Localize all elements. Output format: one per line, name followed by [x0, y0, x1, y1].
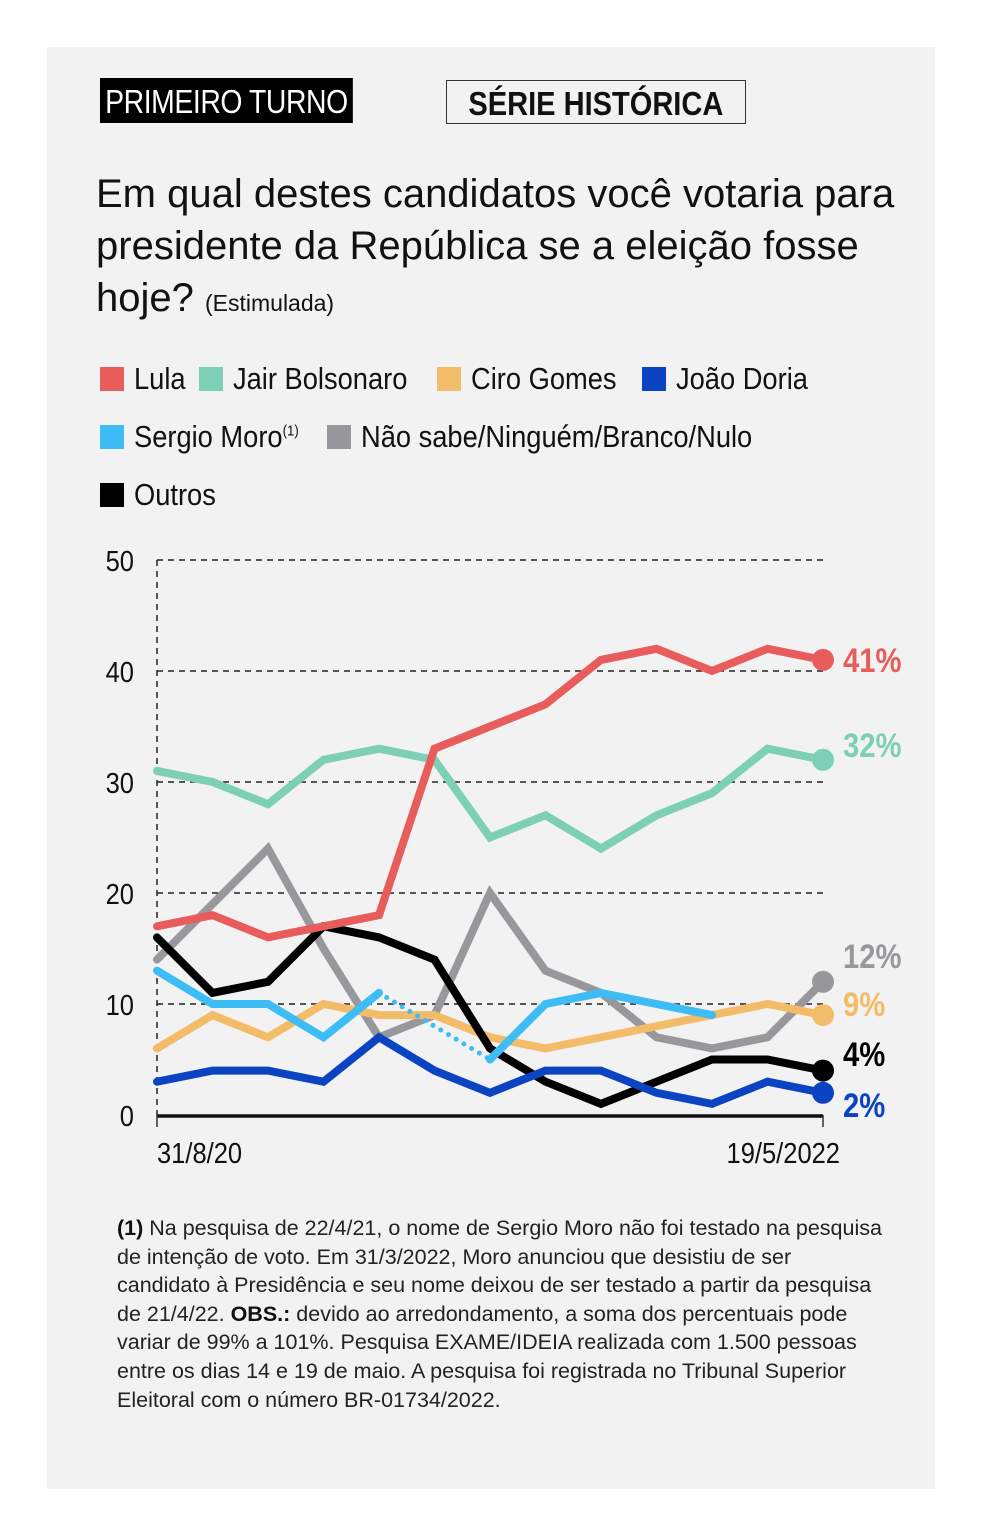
end-label-naosabe: 12% [843, 937, 901, 976]
y-axis-ticks: 0 10 20 30 40 50 [106, 544, 134, 1132]
legend-item-naosabe: Não sabe/Ninguém/Branco/Nulo [327, 419, 792, 455]
question-qualifier: (Estimulada) [205, 290, 335, 316]
footnote-marker: (1) [282, 422, 299, 440]
end-label-outros: 4% [843, 1035, 885, 1074]
legend-item-doria: João Doria [642, 361, 812, 397]
series-line-lula [153, 644, 827, 942]
legend-row: Sergio Moro(1) Não sabe/Ninguém/Branco/N… [100, 408, 920, 466]
legend-label: Sergio Moro(1) [134, 419, 299, 455]
series-lines [153, 644, 827, 1109]
legend-swatch [100, 483, 124, 507]
endpoint-dot-bolsonaro [812, 748, 834, 771]
legend-swatch [100, 367, 124, 391]
endpoint-dot-ciro [812, 1004, 834, 1027]
legend-label: Lula [134, 361, 186, 396]
infographic-card [47, 47, 935, 1489]
legend-swatch [327, 425, 352, 449]
endpoint-dot-outros [812, 1059, 834, 1082]
serie-historica-tag: SÉRIE HISTÓRICA [446, 80, 746, 124]
endpoint-dot-lula [812, 648, 834, 671]
legend-swatch [642, 367, 667, 391]
y-tick-label: 0 [120, 1099, 134, 1132]
series-gap-moro [376, 990, 493, 1062]
legend-label-text: Sergio Moro [134, 419, 283, 454]
series-line-naosabe [153, 842, 827, 1053]
legend-label: João Doria [676, 361, 809, 396]
legend-swatch [100, 425, 124, 449]
x-tick-label: 19/5/2022 [727, 1136, 840, 1169]
series-line-doria [153, 1032, 827, 1109]
end-label-lula: 41% [843, 641, 901, 680]
end-label-bolsonaro: 32% [843, 726, 901, 765]
legend-label: Ciro Gomes [470, 361, 617, 396]
legend-swatch [198, 367, 223, 391]
footnote-obs-text: devido ao arredondamento, a soma dos per… [117, 1301, 857, 1412]
end-label-ciro: 9% [843, 985, 885, 1024]
question-text: Em qual destes candidatos você votaria p… [96, 172, 895, 320]
line-chart: 0 10 20 30 40 50 31/8/20 19/5/2022 41% 32% 12% 9%… [106, 544, 902, 1169]
legend-item-ciro: Ciro Gomes [436, 361, 622, 397]
obs-label: OBS.: [230, 1301, 291, 1326]
series-line-bolsonaro [153, 744, 827, 854]
x-tick-label: 31/8/20 [157, 1136, 242, 1169]
series-endpoints: 41% 32% 12% 9% 4% 2% [812, 641, 901, 1125]
primeiro-turno-tag: PRIMEIRO TURNO [100, 78, 353, 123]
legend-item-moro: Sergio Moro(1) [100, 419, 307, 455]
legend-label: Outros [134, 477, 216, 512]
footnote: (1) Na pesquisa de 22/4/21, o nome de Se… [117, 1214, 887, 1414]
y-tick-label: 20 [106, 877, 134, 910]
legend: Lula Jair Bolsonaro Ciro Gomes João Dori… [100, 350, 920, 524]
legend-item-bolsonaro: Jair Bolsonaro [198, 361, 417, 397]
legend-label: Jair Bolsonaro [232, 361, 407, 396]
endpoint-dot-doria [812, 1081, 834, 1104]
x-axis-ticks: 31/8/20 19/5/2022 [156, 1115, 840, 1169]
y-tick-label: 10 [106, 988, 134, 1021]
y-tick-label: 40 [106, 655, 134, 688]
y-tick-label: 50 [106, 544, 134, 577]
y-tick-label: 30 [106, 766, 134, 799]
legend-label: Não sabe/Ninguém/Branco/Nulo [361, 419, 753, 454]
series-line-moro [153, 966, 383, 1043]
legend-swatch [436, 367, 461, 391]
end-label-doria: 2% [843, 1086, 885, 1125]
serie-historica-label: SÉRIE HISTÓRICA [468, 85, 724, 122]
series-line-outros [153, 921, 827, 1109]
endpoint-dot-naosabe [812, 970, 834, 993]
footnote-marker: (1) [117, 1216, 144, 1240]
legend-row: Lula Jair Bolsonaro Ciro Gomes João Dori… [100, 350, 920, 408]
footnote-text: Na pesquisa de 22/4/21, o nome de Sergio… [117, 1216, 882, 1326]
legend-item-lula: Lula [100, 361, 186, 397]
series-line-moro [486, 988, 716, 1064]
legend-item-outros: Outros [100, 477, 216, 513]
legend-row: Outros [100, 466, 920, 524]
chart-title: Em qual destes candidatos você votaria p… [96, 168, 916, 329]
